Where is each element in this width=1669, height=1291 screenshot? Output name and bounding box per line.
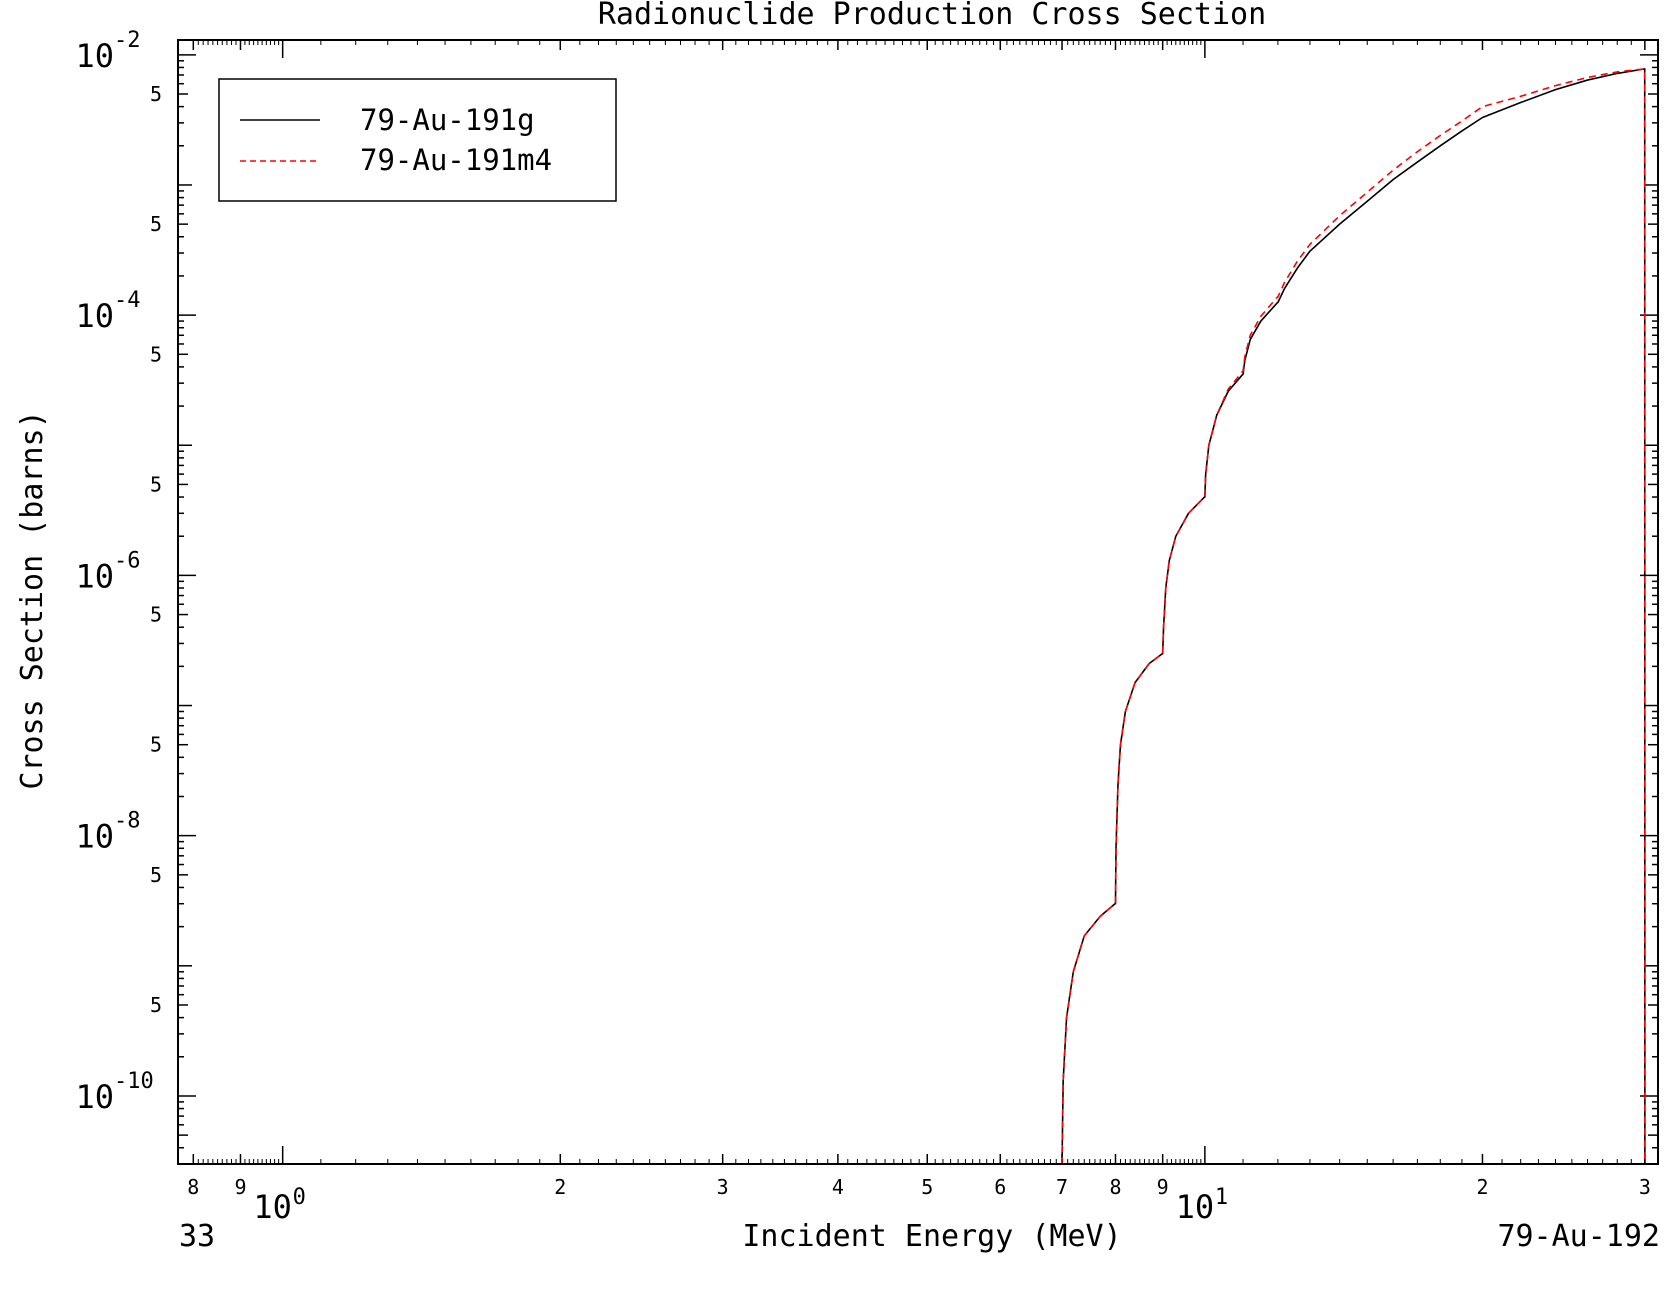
y-tick-label-exponent: -10: [114, 1069, 154, 1094]
y-tick-label-base: 10: [75, 1078, 114, 1116]
x-tick-label: 4: [832, 1175, 844, 1199]
x-tick-labels: 8 9 2 3 4 5 6 7 8 9 2 310 0 10 1: [187, 1175, 1651, 1226]
x-tick-label: 2: [1476, 1175, 1488, 1199]
footer-left: 33: [179, 1219, 215, 1254]
y-tick-label: 5: [150, 82, 162, 106]
y-tick-label: 5: [150, 342, 162, 366]
y-tick-label: 5: [150, 603, 162, 627]
x-tick-label: 2: [554, 1175, 566, 1199]
legend: 79-Au-191g 79-Au-191m4: [218, 78, 617, 202]
y-tick-label-base: 10: [75, 297, 114, 335]
y-tick-label-exponent: -6: [114, 548, 141, 573]
series-line-191g: [1061, 68, 1646, 1164]
y-tick-label: 5: [150, 472, 162, 496]
series-group: [1061, 68, 1646, 1164]
x-tick-label: 7: [1056, 1175, 1068, 1199]
chart-title: Radionuclide Production Cross Section: [598, 0, 1266, 32]
y-tick-label: 5: [150, 212, 162, 236]
x-tick-label: 8: [187, 1175, 199, 1199]
y-tick-label-base: 10: [75, 557, 114, 595]
x-tick-label: 9: [234, 1175, 246, 1199]
y-tick-label-base: 10: [75, 818, 114, 856]
y-tick-label: 5: [150, 863, 162, 887]
legend-box: [218, 78, 617, 202]
y-axis-label: Cross Section (barns): [15, 410, 50, 789]
y-tick-label-base: 10: [75, 37, 114, 75]
x-tick-label-exponent: 0: [293, 1185, 306, 1210]
x-tick-label: 9: [1157, 1175, 1169, 1199]
x-tick-label: 6: [994, 1175, 1006, 1199]
y-tick-label: 5: [150, 993, 162, 1017]
x-tick-label-base: 10: [1176, 1188, 1215, 1226]
x-tick-label: 3: [717, 1175, 729, 1199]
x-tick-label: 5: [921, 1175, 933, 1199]
y-tick-label: 5: [150, 733, 162, 757]
x-tick-label-base: 10: [253, 1188, 292, 1226]
y-tick-label-exponent: -2: [114, 28, 141, 53]
legend-label-191g: 79-Au-191g: [360, 103, 535, 137]
legend-label-191m4: 79-Au-191m4: [360, 143, 552, 177]
footer-right: 79-Au-192: [1497, 1219, 1660, 1254]
series-line-191m4: [1061, 68, 1646, 1164]
x-tick-label-exponent: 1: [1215, 1185, 1228, 1210]
y-tick-label-exponent: -4: [114, 288, 141, 313]
axis-ticks: [178, 40, 1659, 1165]
plot-frame: [177, 39, 1659, 1165]
x-tick-label: 8: [1109, 1175, 1121, 1199]
x-tick-label: 3: [1639, 1175, 1651, 1199]
x-axis-label: Incident Energy (MeV): [742, 1219, 1121, 1254]
y-tick-label-exponent: -8: [114, 809, 141, 834]
